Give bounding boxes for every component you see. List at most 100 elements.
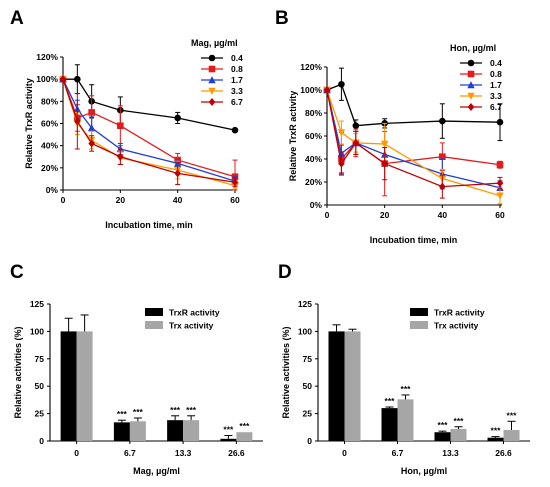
y-tick-label: 100% xyxy=(36,74,58,84)
bar-trxr-activity xyxy=(487,437,504,441)
x-tick-label: 60 xyxy=(230,195,240,205)
legend-label: Trx activity xyxy=(434,321,479,331)
panel-b: B 0% 20% 40% 60% 80% 100% 120% 0 20 40 60 Incubatio… xyxy=(275,8,505,245)
legend-marker xyxy=(208,54,216,62)
data-point xyxy=(439,153,446,160)
legend-label: 0.4 xyxy=(490,58,502,68)
panel-b-plot: 0% 20% 40% 60% 80% 100% 120% 0 20 40 60 Incubation … xyxy=(288,62,505,245)
data-point xyxy=(381,159,388,168)
bar-trx-activity xyxy=(236,432,253,441)
data-point xyxy=(74,75,81,83)
panel-d-plot: 0 25 50 75 100 125 0 6.7 *** *** 13.3 *** *** 26.6 ***… xyxy=(281,299,530,476)
series-line xyxy=(62,78,236,182)
legend-title: Mag, µg/ml xyxy=(191,38,238,48)
x-axis-label: Hon, µg/ml xyxy=(401,466,447,476)
bar-trx-activity xyxy=(450,428,467,441)
data-point xyxy=(59,75,67,84)
x-tick-label: 20 xyxy=(116,195,126,205)
data-point xyxy=(496,118,504,126)
significance-label: *** xyxy=(438,420,449,430)
y-axis-label: Relative TrxR activity xyxy=(24,78,34,169)
series-line xyxy=(326,89,501,189)
x-tick-label: 40 xyxy=(173,195,183,205)
significance-label: *** xyxy=(133,407,144,417)
data-point xyxy=(88,139,95,148)
bar-trx-activity xyxy=(76,331,93,441)
x-tick-label: 40 xyxy=(438,210,448,220)
significance-label: *** xyxy=(507,410,518,420)
y-tick-label: 75 xyxy=(35,354,45,364)
significance-label: *** xyxy=(170,405,181,415)
y-tick-label: 40% xyxy=(41,141,58,151)
bar-trxr-activity xyxy=(434,432,451,441)
legend-label: 0.8 xyxy=(490,69,502,79)
x-tick-label: 26.6 xyxy=(495,448,512,458)
legend-swatch xyxy=(145,308,163,316)
data-point xyxy=(117,122,124,130)
panel-d-legend: TrxR activity Trx activity xyxy=(410,308,485,331)
y-tick-label: 60% xyxy=(41,119,58,129)
data-point xyxy=(323,86,331,94)
data-point xyxy=(439,182,446,191)
legend-label: 6.7 xyxy=(490,102,502,112)
data-point xyxy=(496,161,504,169)
data-point xyxy=(231,126,239,134)
panel-b-legend: Hon, µg/ml 0.40.81.73.36.7 xyxy=(450,43,502,112)
bar-trxr-activity xyxy=(381,408,398,441)
y-tick-label: 0% xyxy=(46,185,59,195)
y-tick-label: 125 xyxy=(298,299,312,309)
y-tick-label: 25 xyxy=(303,409,313,419)
legend-marker xyxy=(467,103,475,111)
bar-trx-activity xyxy=(183,420,200,441)
panel-letter-d: D xyxy=(278,262,292,283)
x-tick-label: 0 xyxy=(61,195,66,205)
significance-label: *** xyxy=(401,384,412,394)
data-point xyxy=(231,178,239,187)
series-6.7 xyxy=(323,86,504,199)
y-tick-label: 20% xyxy=(41,163,58,173)
series-line xyxy=(326,83,501,127)
y-tick-label: 0 xyxy=(307,436,312,446)
series-3.3 xyxy=(323,86,504,205)
data-point xyxy=(380,140,389,148)
legend-marker xyxy=(208,65,216,73)
legend-swatch xyxy=(145,321,163,329)
bar-trxr-activity xyxy=(167,420,184,441)
legend-label: 6.7 xyxy=(231,97,243,107)
legend-label: TrxR activity xyxy=(434,308,485,318)
data-point xyxy=(74,117,81,126)
y-tick-label: 0% xyxy=(310,200,323,210)
legend-marker xyxy=(467,70,475,78)
series-line xyxy=(326,89,501,188)
panel-d: D 0 25 50 75 100 125 0 6.7 *** *** 13.3 *** *** 26.6 *… xyxy=(278,262,530,476)
y-tick-label: 20% xyxy=(305,177,322,187)
significance-label: *** xyxy=(385,396,396,406)
x-tick-label: 13.3 xyxy=(442,448,459,458)
legend-label: 3.3 xyxy=(231,86,243,96)
bar-trxr-activity xyxy=(60,331,77,441)
x-tick-label: 60 xyxy=(495,210,505,220)
data-point xyxy=(496,179,504,188)
panel-c-legend: TrxR activity Trx activity xyxy=(145,308,220,331)
data-point xyxy=(87,124,96,132)
bar-trxr-activity xyxy=(220,438,237,441)
significance-label: *** xyxy=(186,405,197,415)
panel-letter-b: B xyxy=(275,8,289,29)
y-axis-label: Relative activities (%) xyxy=(281,326,291,418)
series-line xyxy=(326,89,501,166)
y-tick-label: 75 xyxy=(303,354,313,364)
legend-label: 3.3 xyxy=(490,91,502,101)
legend-marker xyxy=(208,98,216,106)
legend-label: 1.7 xyxy=(231,75,243,85)
data-point xyxy=(88,109,95,116)
x-tick-label: 6.7 xyxy=(124,448,136,458)
x-tick-label: 0 xyxy=(325,210,330,220)
panel-letter-c: C xyxy=(10,262,24,283)
legend-label: 1.7 xyxy=(490,80,502,90)
legend-title: Hon, µg/ml xyxy=(450,43,496,53)
y-tick-label: 80% xyxy=(305,108,322,118)
x-tick-label: 13.3 xyxy=(175,448,192,458)
series-line xyxy=(62,78,236,178)
legend-swatch xyxy=(410,321,428,329)
y-axis-label: Relative activities (%) xyxy=(13,326,23,418)
